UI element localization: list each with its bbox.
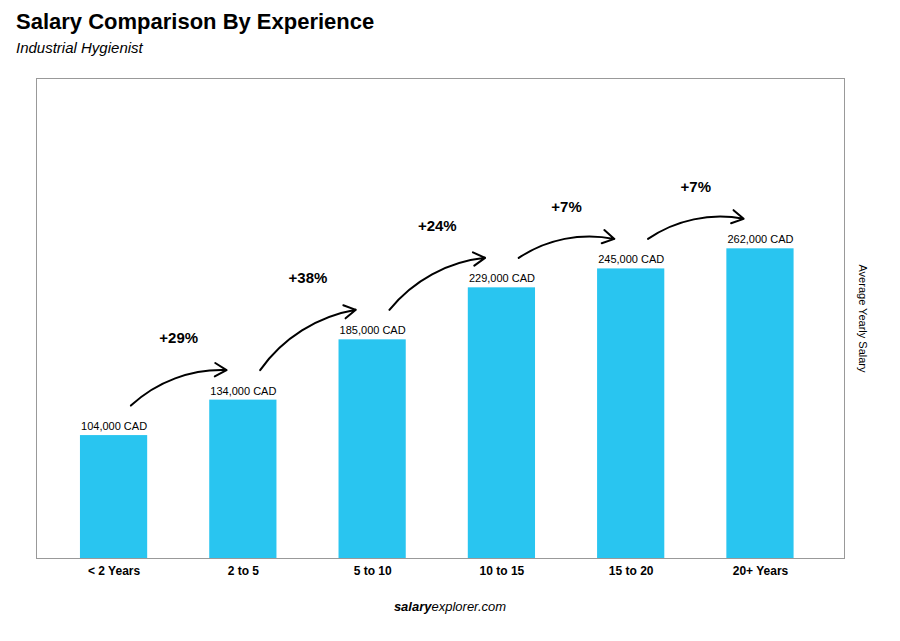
svg-text:5 to 10: 5 to 10 [354,564,392,578]
svg-text:Average Yearly Salary: Average Yearly Salary [857,264,869,373]
svg-text:< 2 Years: < 2 Years [88,564,140,578]
html-text:salary explorer.com: salary explorer.com [393,599,507,614]
svg-text:2 to 5: 2 to 5 [228,564,260,578]
svg-text:134,000 CAD: 134,000 CAD [210,385,276,397]
svg-text:229,000 CAD: 229,000 CAD [469,272,535,284]
svg-text:+29%: +29% [159,329,198,346]
svg-text:+7%: +7% [551,198,581,215]
svg-text:15 to 20: 15 to 20 [609,564,654,578]
svg-text:20+ Years: 20+ Years [733,564,789,578]
svg-text:10 to 15: 10 to 15 [480,564,525,578]
html-text:Industrial Hygienist: Industrial Hygienist [16,39,143,56]
svg-text:+24%: +24% [418,217,457,234]
svg-text:+38%: +38% [289,269,328,286]
svg-text:104,000 CAD: 104,000 CAD [81,420,147,432]
svg-text:245,000 CAD: 245,000 CAD [598,253,664,265]
svg-text:185,000 CAD: 185,000 CAD [340,324,406,336]
svg-text:262,000 CAD: 262,000 CAD [727,233,793,245]
svg-text:+7%: +7% [681,178,711,195]
html-text:Salary Comparison By Experienc: Salary Comparison By Experience [16,9,375,34]
